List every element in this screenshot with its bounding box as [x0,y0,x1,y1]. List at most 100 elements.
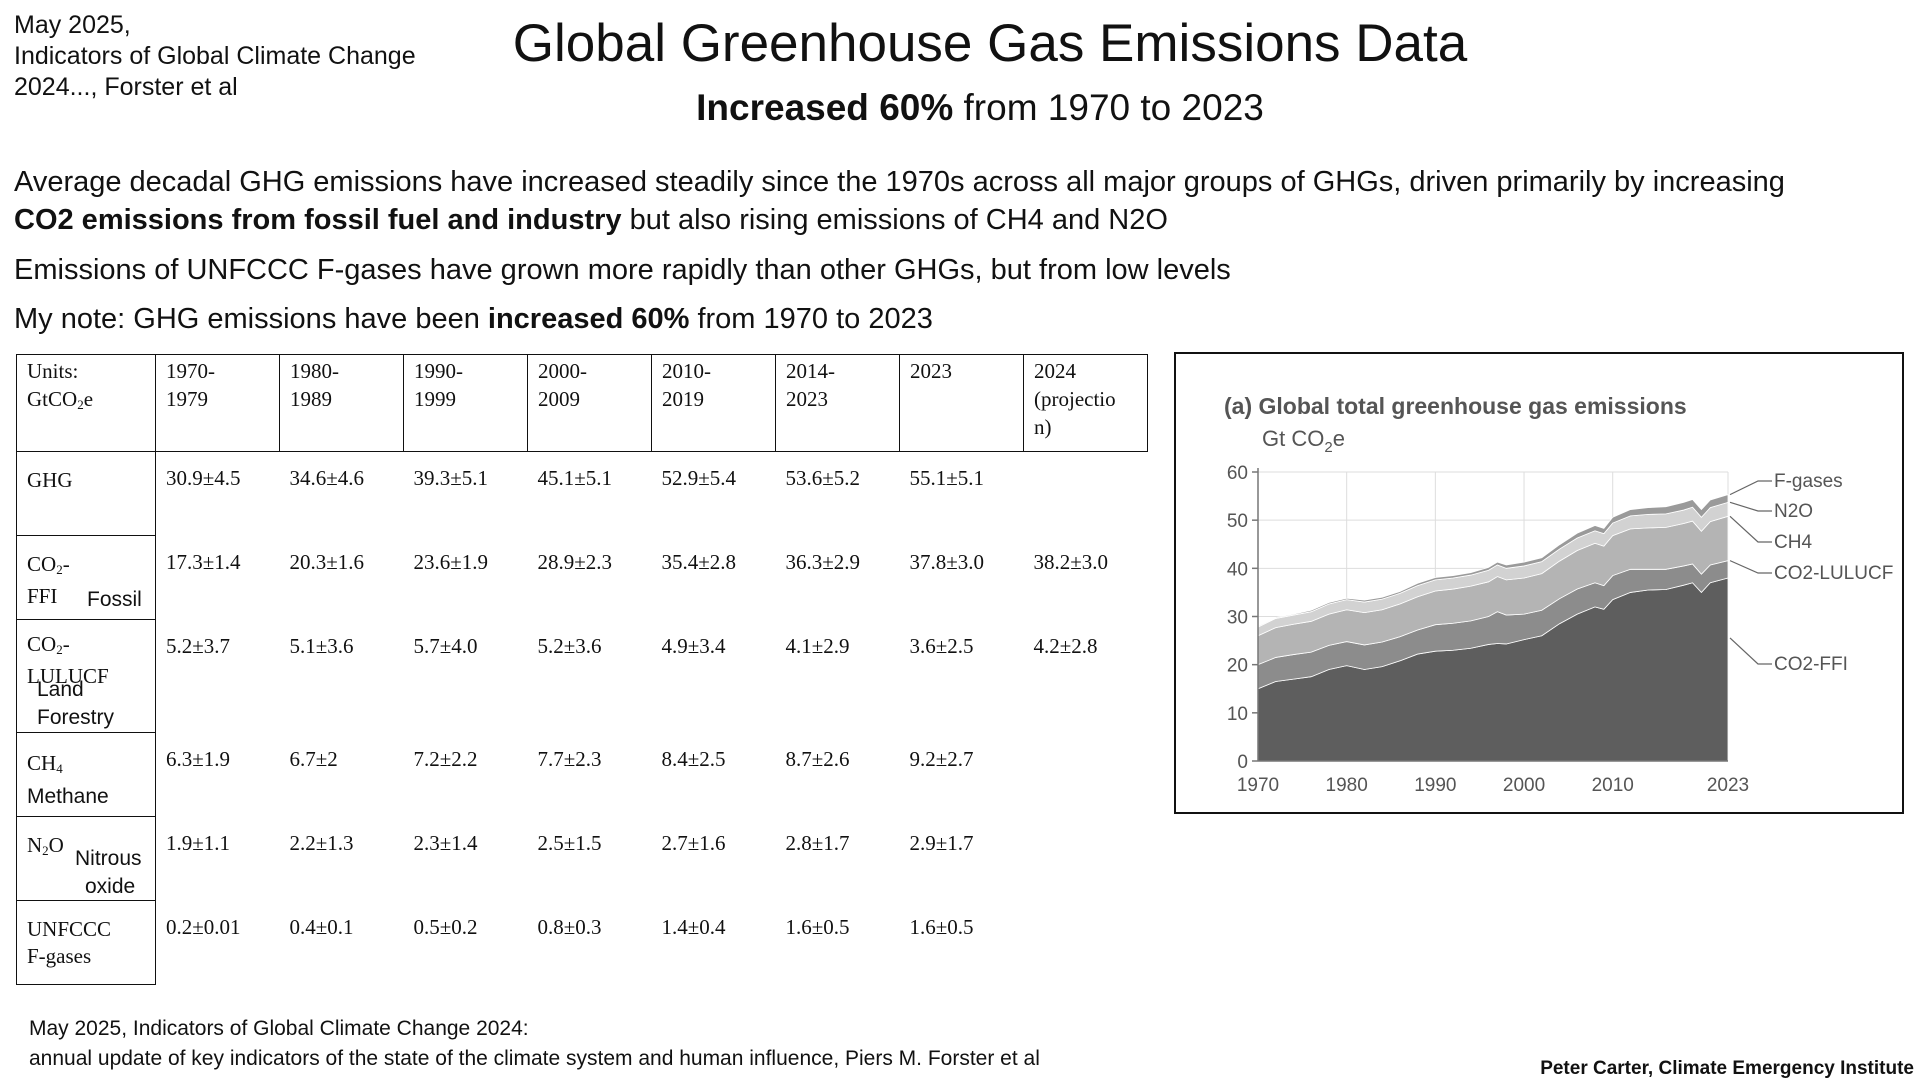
chart-ylabel: Gt CO2e [1262,426,1345,456]
y-tick-label: 50 [1227,511,1248,532]
para1-line2: CO2 emissions from fossil fuel and indus… [14,201,1914,239]
legend-leader-line [1729,560,1772,574]
row-note: Nitrous [75,847,142,870]
source-bottom-line: annual update of key indicators of the s… [29,1047,1040,1070]
table-row: CO2- FFI Fossil 17.3±1.4 20.3±1.6 23.6±1.… [16,535,1148,620]
row-label-n2o: N2O Nitrous oxide [16,816,156,901]
table-cell: 1.4±0.4 [661,914,726,939]
units-line2: GtCO [27,387,78,411]
table-row: UNFCCC F-gases 0.2±0.01 0.4±0.1 0.5±0.2 0… [16,900,1148,985]
row-label-fgases: UNFCCC F-gases [16,900,156,985]
row-note: Land [37,678,84,701]
table-cell: 34.6±4.6 [289,466,365,490]
para1-bold: CO2 emissions from fossil fuel and indus… [14,204,622,236]
y-tick-label: 20 [1227,656,1248,677]
row-label-ch4: CH4 Methane [16,732,156,817]
row-label-co2-ffi: CO2- FFI Fossil [16,535,156,620]
source-line: Indicators of Global Climate Change [14,42,416,70]
table-cell: 30.9±4.5 [166,466,241,490]
table-cell: 37.8±3.0 [909,549,985,574]
table-cell: 2.3±1.4 [413,830,478,855]
period-header: 2023 [899,354,1024,452]
legend-leader-line [1729,501,1772,512]
table-cell: 4.2±2.8 [1033,633,1098,658]
row-note: Fossil [87,588,142,611]
y-tick-label: 30 [1227,608,1248,629]
table-row: N2O Nitrous oxide 1.9±1.1 2.2±1.3 2.3±1.… [16,816,1148,901]
x-tick-label: 1980 [1326,775,1368,796]
y-tick-label: 60 [1227,463,1248,484]
table-cell: 7.7±2.3 [537,746,602,771]
row-note: Forestry [37,706,115,729]
table-cell [1024,901,1148,985]
period-header: 2010- 2019 [651,354,776,452]
period-header: 1980- 1989 [279,354,404,452]
table-cell: 52.9±5.4 [661,466,737,490]
source-line: 2024..., Forster et al [14,73,238,101]
table-cell: 5.2±3.6 [537,633,602,658]
para1-line1: Average decadal GHG emissions have incre… [14,166,1785,198]
table-cell: 2.9±1.7 [909,830,974,855]
y-tick-label: 10 [1227,704,1248,725]
x-tick-label: 1990 [1414,775,1456,796]
x-tick-label: 2010 [1592,775,1634,796]
y-tick-label: 0 [1237,752,1248,773]
legend-leader-line [1729,480,1772,496]
table-cell: 17.3±1.4 [166,549,241,574]
period-header: 2000- 2009 [527,354,652,452]
table-cell: 1.9±1.1 [166,830,231,855]
table-cell: 45.1±5.1 [537,466,613,490]
table-cell: 6.3±1.9 [166,746,231,771]
emissions-chart-frame: (a) Global total greenhouse gas emission… [1174,352,1904,814]
legend-label: CO2-LULUCF [1774,563,1893,584]
row-note: Methane [27,785,109,808]
subtitle-rest: from 1970 to 2023 [953,87,1264,128]
table-row: CH4 Methane 6.3±1.9 6.7±2 7.2±2.2 7.7±2.… [16,732,1148,817]
table-cell [1024,733,1148,817]
table-cell: 53.6±5.2 [785,466,861,490]
table-cell: 2.2±1.3 [289,830,354,855]
units-line1: Units: [27,359,79,383]
table-cell [1024,452,1148,536]
table-cell: 5.1±3.6 [289,633,354,658]
table-cell: 35.4±2.8 [661,549,737,574]
x-tick-label: 1970 [1237,775,1279,796]
source-citation-top: May 2025, Indicators of Global Climate C… [14,10,416,103]
table-cell: 55.1±5.1 [909,466,985,490]
summary-paragraph-2: Emissions of UNFCCC F-gases have grown m… [14,254,1231,286]
table-cell: 2.7±1.6 [661,830,726,855]
legend-label: CO2-FFI [1774,654,1848,675]
table-cell: 1.6±0.5 [909,914,974,939]
table-cell: 8.7±2.6 [785,746,850,771]
source-bottom-line: May 2025, Indicators of Global Climate C… [29,1017,529,1040]
table-cell: 0.4±0.1 [289,914,354,939]
table-cell: 0.8±0.3 [537,914,602,939]
subtitle-bold: Increased 60% [696,87,954,128]
table-cell: 5.2±3.7 [166,633,231,658]
period-header: 2024 (projectio n) [1023,354,1148,452]
table-cell: 4.9±3.4 [661,633,726,658]
table-cell [1024,817,1148,901]
table-cell: 3.6±2.5 [909,633,974,658]
table-cell: 20.3±1.6 [289,549,365,574]
source-line: May 2025, [14,11,131,39]
period-header: 1970- 1979 [155,354,280,452]
units-header: Units: GtCO2e [16,354,156,452]
legend-label: CH4 [1774,532,1812,553]
summary-paragraph-1: Average decadal GHG emissions have incre… [14,163,1914,239]
table-cell: 23.6±1.9 [413,549,489,574]
table-cell: 6.7±2 [289,746,338,771]
table-cell: 2.5±1.5 [537,830,602,855]
table-cell: 39.3±5.1 [413,466,489,490]
row-label-co2-lulucf: CO2- LULUCF Land Forestry [16,619,156,733]
table-row: CO2- LULUCF Land Forestry 5.2±3.7 5.1±3.6… [16,619,1148,733]
row-label-ghg: GHG [16,451,156,536]
my-note-paragraph: My note: GHG emissions have been increas… [14,300,933,338]
table-cell: 0.5±0.2 [413,914,478,939]
x-tick-label: 2023 [1707,775,1749,796]
legend-label: N2O [1774,501,1813,522]
note-bold: increased 60% [487,303,690,335]
area-series-f-gases [1257,494,1729,628]
x-tick-label: 2000 [1503,775,1545,796]
table-cell: 2.8±1.7 [785,830,850,855]
